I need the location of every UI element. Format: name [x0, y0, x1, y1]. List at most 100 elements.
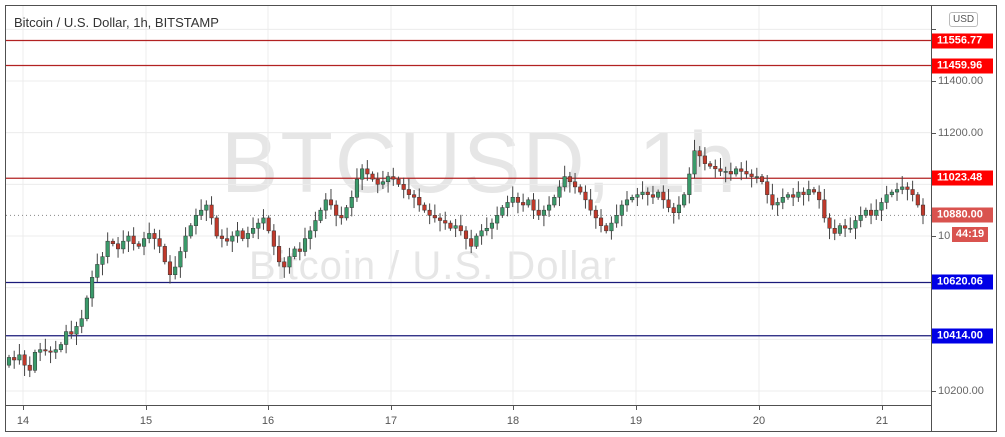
candle-down [136, 243, 141, 247]
price-tick-mark [932, 81, 936, 82]
candle-up [141, 238, 147, 247]
candle-up [624, 199, 630, 206]
day-label: 16 [261, 415, 275, 427]
candle-up [245, 233, 250, 239]
candle-down [401, 184, 406, 190]
candle-up [302, 238, 308, 252]
candle-up [287, 256, 292, 268]
candle-up [552, 197, 557, 206]
candle-down [22, 354, 27, 366]
candle-down [219, 235, 224, 239]
candle-down [339, 215, 344, 219]
candle-down [458, 225, 463, 232]
candle-down [370, 173, 375, 180]
candle-down [869, 209, 874, 216]
candle-up [318, 209, 323, 221]
candle-down [43, 349, 48, 352]
candle-down [391, 176, 396, 180]
candle-down [671, 207, 676, 213]
candle-down [443, 220, 448, 224]
candle-up [879, 202, 884, 211]
candle-up [100, 256, 105, 265]
candle-up [360, 168, 365, 180]
price-axis[interactable]: USD 11400.00 11200.00 10 10200.00 11556.77 1… [931, 6, 997, 431]
candle-up [126, 235, 131, 242]
candle-up [676, 204, 681, 213]
candle-down [12, 357, 17, 361]
price-tag-resistance-1: 11556.77 [932, 33, 993, 48]
candlestick-chart[interactable] [6, 6, 931, 405]
candle-up [806, 189, 811, 195]
candle-down [515, 197, 520, 203]
candle-down [276, 246, 282, 263]
candle-down [645, 191, 650, 195]
candle-up [474, 235, 479, 247]
candle-down [832, 228, 837, 234]
candle-down [604, 225, 609, 232]
candle-down [297, 248, 302, 252]
candle-up [380, 181, 385, 185]
candle-down [334, 204, 339, 216]
candle-up [147, 233, 152, 239]
day-tick-mark [391, 406, 392, 410]
candle-up [894, 189, 900, 193]
chart-title: Bitcoin / U.S. Dollar, 1h, BITSTAMP [14, 15, 219, 30]
candle-up [682, 194, 687, 206]
candle-up [853, 220, 858, 229]
candle-down [708, 163, 713, 167]
candle-up [889, 191, 894, 195]
day-tick-mark [882, 406, 883, 410]
candle-down [822, 199, 827, 219]
candle-up [95, 264, 100, 278]
candle-down [116, 243, 121, 250]
candle-up [614, 215, 619, 224]
candle-down [131, 235, 136, 244]
candle-down [749, 173, 754, 177]
candle-up [90, 277, 95, 299]
candle-up [235, 230, 240, 237]
candle-up [256, 222, 261, 229]
candle-up [884, 194, 889, 203]
candle-down [167, 261, 173, 275]
candle-up [541, 209, 546, 216]
candle-up [547, 204, 552, 211]
candle-up [323, 199, 328, 211]
day-tick-mark [268, 406, 269, 410]
candle-up [204, 204, 209, 211]
day-label: 14 [16, 415, 30, 427]
candle-up [858, 215, 863, 221]
day-label: 15 [139, 415, 153, 427]
candle-down [469, 238, 474, 247]
candle-down [588, 199, 593, 211]
candle-down [920, 204, 926, 216]
candle-down [437, 217, 443, 221]
candle-up [500, 207, 505, 216]
candle-up [199, 209, 204, 216]
candle-up [609, 222, 614, 232]
candle-up [292, 248, 297, 257]
candle-up [53, 349, 58, 353]
candle-down [598, 217, 604, 226]
candle-up [900, 186, 905, 190]
candle-up [193, 215, 199, 226]
day-tick-mark [636, 406, 637, 410]
candle-up [386, 176, 391, 182]
candle-down [406, 189, 411, 195]
day-tick-mark [759, 406, 760, 410]
candle-up [6, 357, 12, 366]
price-tick-label: 10 [938, 230, 951, 242]
candle-up [17, 354, 22, 361]
candle-down [578, 186, 583, 193]
candle-up [775, 202, 780, 206]
plot-area[interactable]: Bitcoin / U.S. Dollar, 1h, BITSTAMP BTCU… [6, 6, 931, 405]
time-axis[interactable]: 14 15 16 17 18 19 20 21 [6, 405, 931, 432]
candle-up [630, 197, 635, 201]
candle-down [661, 191, 666, 201]
candle-down [463, 230, 469, 239]
candle-up [526, 199, 531, 206]
candle-down [791, 194, 796, 198]
currency-badge[interactable]: USD [949, 12, 979, 27]
candle-down [567, 176, 572, 182]
candle-up [58, 344, 63, 350]
candle-down [811, 189, 816, 193]
